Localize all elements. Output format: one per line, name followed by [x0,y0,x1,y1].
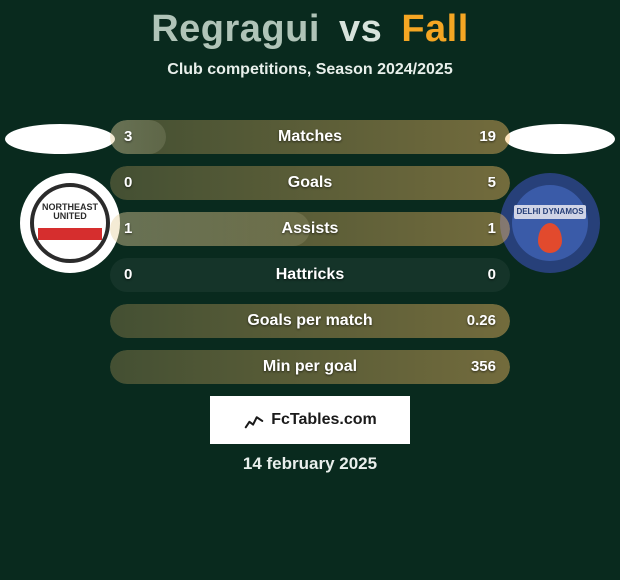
comparison-rows: 319Matches 05Goals 11Assists 00Hattricks 0.2… [110,120,510,396]
date-text: 14 february 2025 [0,454,620,474]
team1-crest: NORTHEAST UNITED [20,173,120,273]
team2-crest: DELHI DYNAMOS [500,173,600,273]
player2-name: Fall [401,8,468,50]
team1-crest-line2: UNITED [53,211,87,221]
stat-label: Hattricks [110,258,510,292]
chart-icon [243,409,265,431]
comparison-title: Regragui vs Fall [0,0,620,51]
stat-label: Assists [110,212,510,246]
stat-row: 00Hattricks [110,258,510,292]
stat-label: Matches [110,120,510,154]
player1-shadow-ellipse [5,124,115,154]
stat-label: Goals per match [110,304,510,338]
stat-row: 05Goals [110,166,510,200]
vs-text: vs [339,8,382,50]
team2-crest-flame [538,223,562,253]
stat-row: 11Assists [110,212,510,246]
stat-label: Goals [110,166,510,200]
attribution-badge: FcTables.com [210,396,410,444]
player1-name: Regragui [151,8,320,50]
player2-shadow-ellipse [505,124,615,154]
team1-crest-ring [30,183,110,263]
team1-crest-band [38,228,102,240]
stat-row: 0.26Goals per match [110,304,510,338]
stat-row: 319Matches [110,120,510,154]
subtitle: Club competitions, Season 2024/2025 [0,61,620,79]
team1-crest-label: NORTHEAST UNITED [20,203,120,222]
team2-crest-nameplate: DELHI DYNAMOS [514,205,586,219]
attribution-text: FcTables.com [271,411,377,429]
stat-label: Min per goal [110,350,510,384]
stat-row: 356Min per goal [110,350,510,384]
